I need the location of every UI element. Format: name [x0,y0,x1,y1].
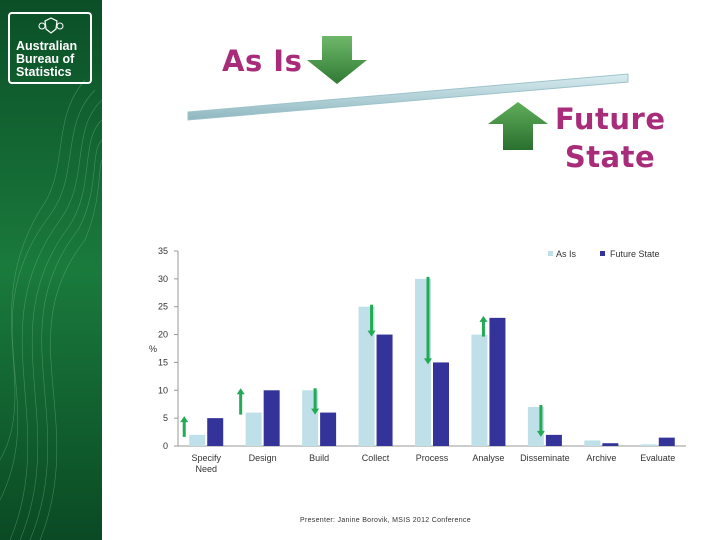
y-tick-label: 35 [158,246,168,256]
change-arrow-head [236,388,245,395]
bar-as-is [245,412,262,446]
sidebar-banner: Australian Bureau of Statistics [0,0,102,540]
change-arrow-head [367,330,376,337]
as-is-label: As Is [222,44,303,78]
legend-label-future-state: Future State [610,249,660,259]
y-tick-label: 5 [163,413,168,423]
abs-logo: Australian Bureau of Statistics [8,12,92,84]
trend-ramp [187,73,629,121]
future-state-label: Future State [555,100,665,176]
x-tick-label: Evaluate [640,453,675,463]
change-arrow-head [479,315,488,322]
x-tick-label: Design [249,453,277,463]
x-tick-label: Analyse [472,453,504,463]
y-axis-label: % [149,344,157,354]
bar-future-state [433,362,449,446]
sidebar-background [0,0,102,540]
x-tick-label: Disseminate [520,453,570,463]
logo-line-2: Bureau of [16,52,75,66]
up-arrow-icon [488,102,548,150]
legend-label-as-is: As Is [556,249,577,259]
change-arrow-head [424,358,432,365]
x-tick-label: Collect [362,453,390,463]
bar-future-state [320,412,337,446]
bar-future-state [376,334,393,446]
y-tick-label: 10 [158,385,168,395]
y-tick-label: 0 [163,441,168,451]
y-tick-label: 25 [158,302,168,312]
crest-icon [38,17,64,34]
legend-swatch-as-is [548,251,553,256]
bar-future-state [545,434,562,446]
y-tick-label: 20 [158,330,168,340]
x-tick-label: Specify Need [191,453,221,474]
logo-line-1: Australian [16,39,78,53]
bar-as-is [189,434,206,446]
y-tick-label: 30 [158,274,168,284]
bar-future-state [489,317,506,446]
x-tick-label: Process [416,453,449,463]
bar-future-state [263,390,280,446]
change-arrow-head [536,430,545,437]
change-arrow-head [180,416,189,423]
x-tick-label: Archive [586,453,616,463]
future-label-line-1: Future [555,102,666,136]
x-tick-label: Build [309,453,329,463]
future-label-line-2: State [564,140,656,174]
y-tick-label: 15 [158,357,168,367]
down-arrow-icon [307,36,367,84]
change-arrow-head [311,408,320,415]
legend-swatch-future-state [600,251,605,256]
logo-line-3: Statistics [16,65,72,79]
presenter-footer: Presenter: Janine Borovik, MSIS 2012 Con… [300,517,471,524]
bar-as-is [358,306,375,446]
bar-future-state [602,443,619,446]
bar-future-state [658,437,675,446]
bar-future-state [207,418,224,446]
bar-as-is [584,440,601,446]
bar-as-is [640,444,657,446]
bar-as-is [471,334,488,446]
